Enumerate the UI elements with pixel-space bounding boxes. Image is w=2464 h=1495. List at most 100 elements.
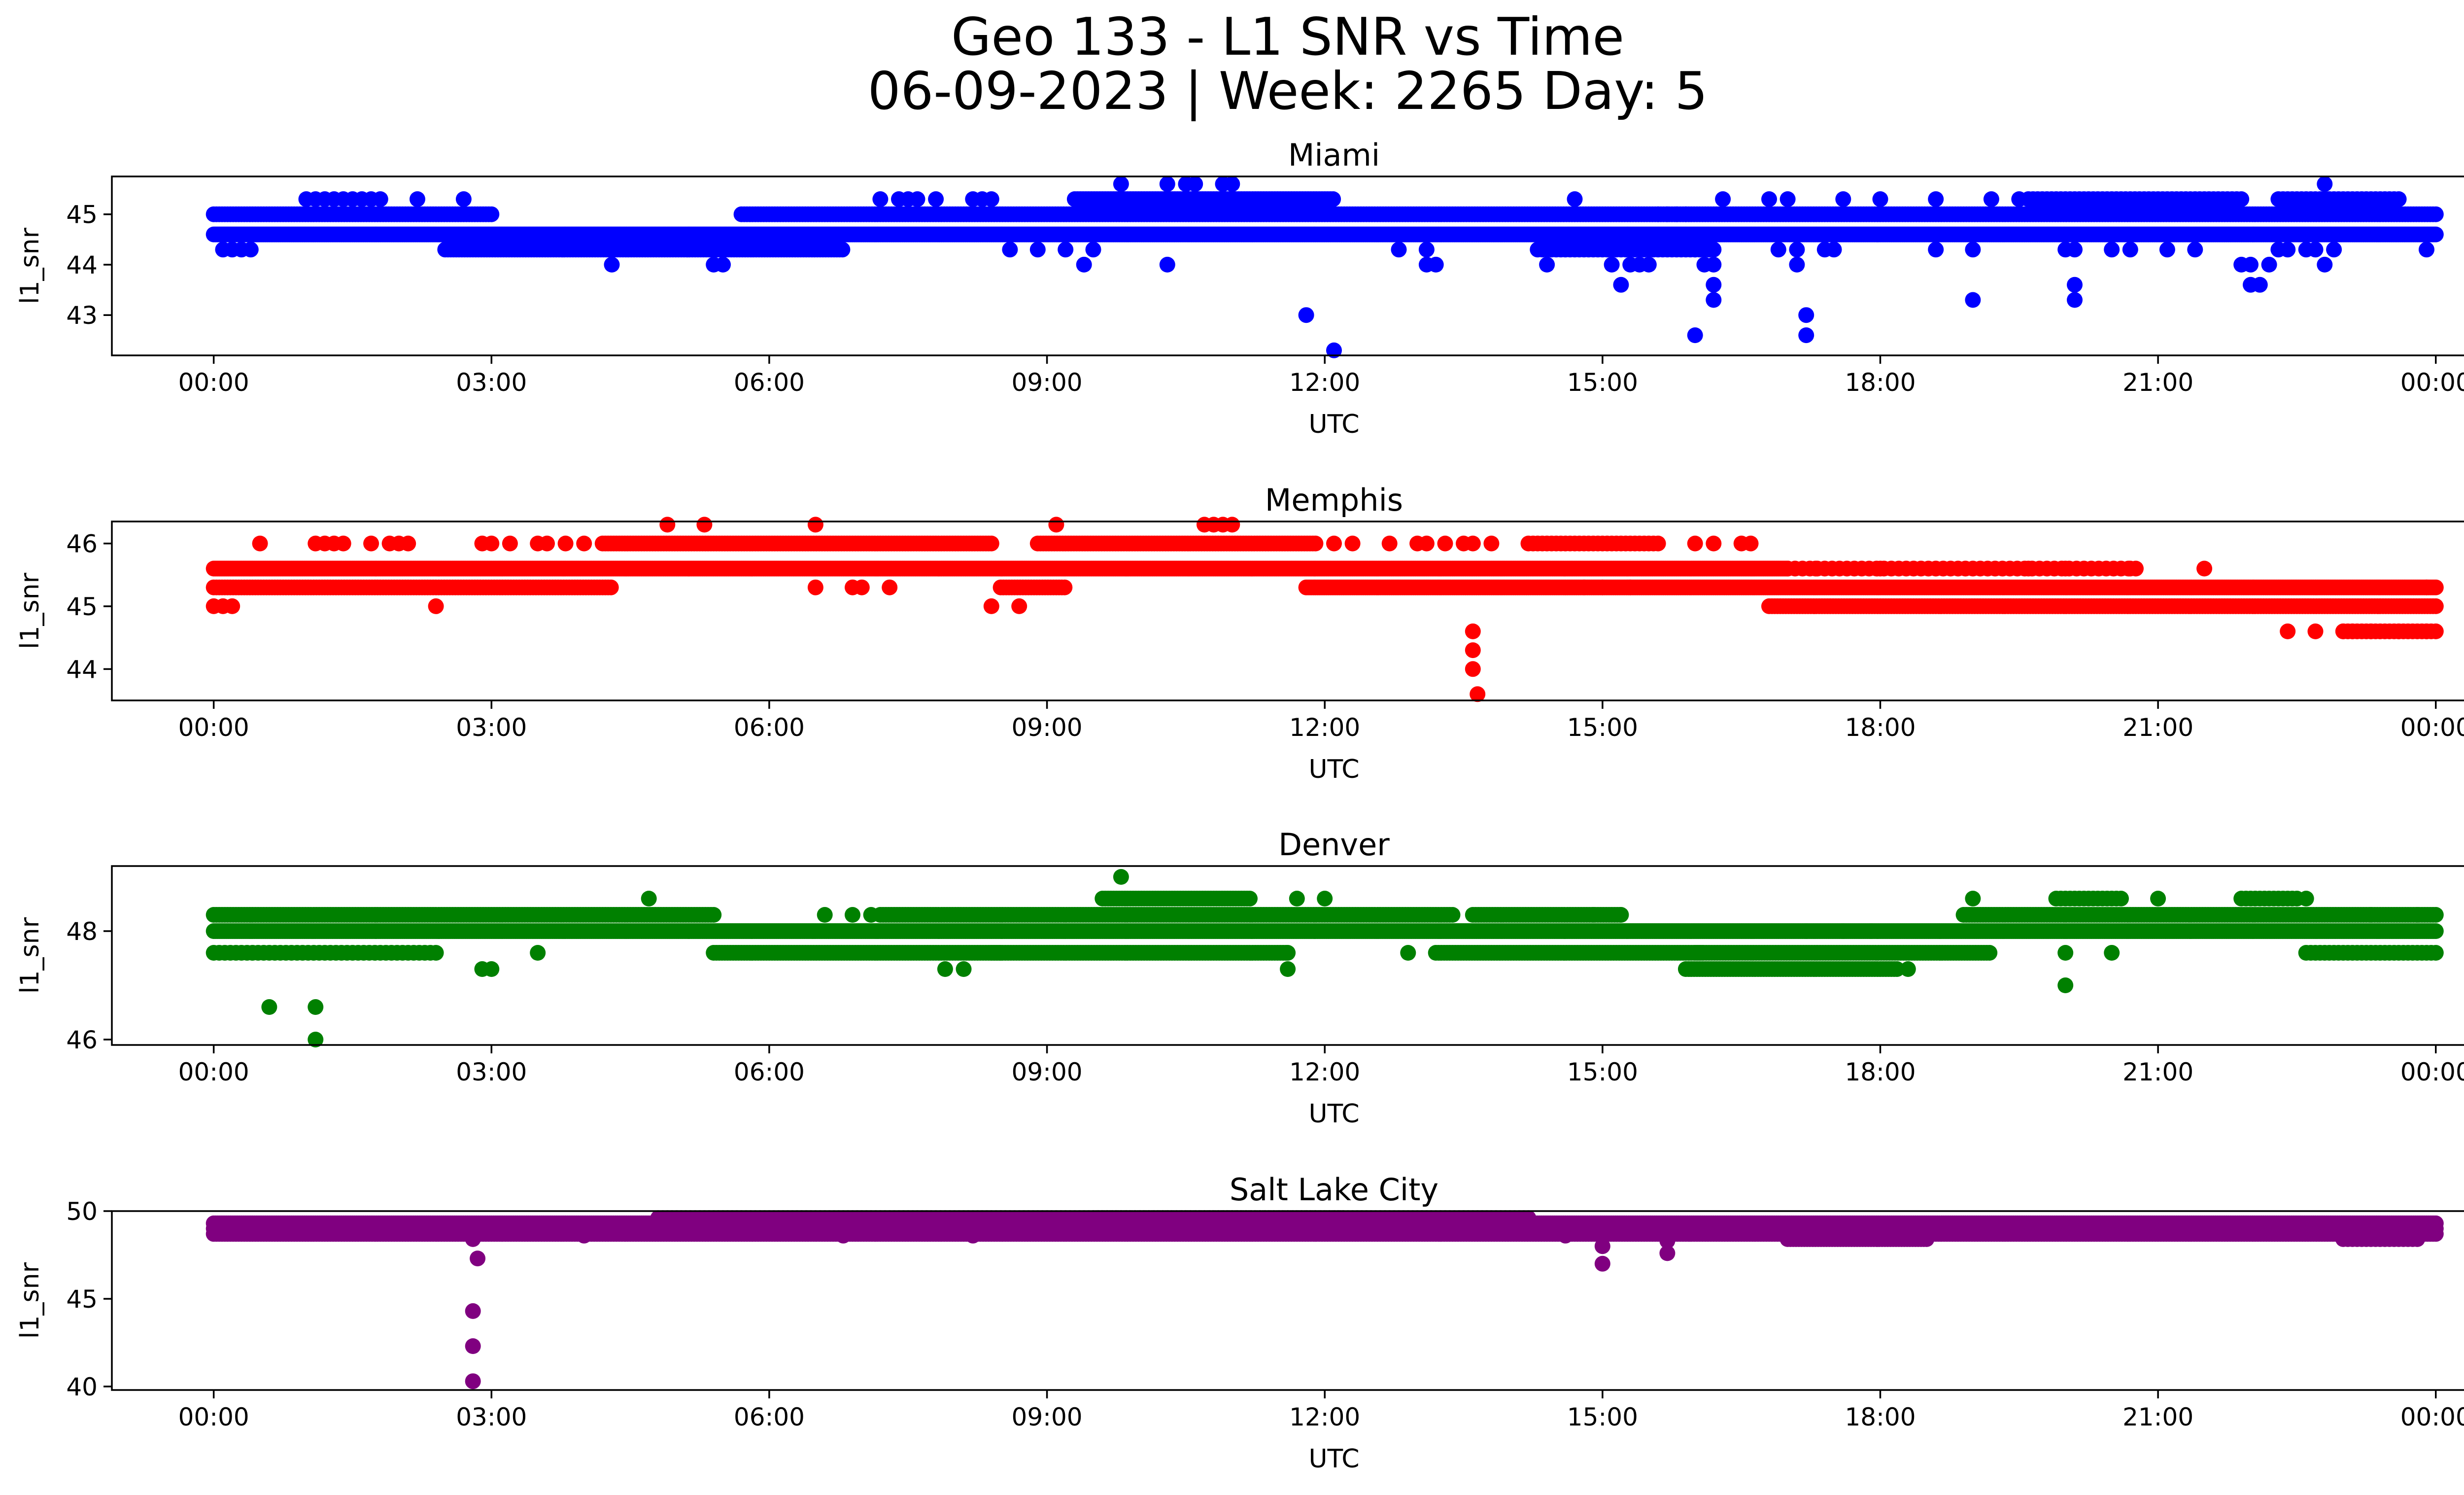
series-miami [205, 176, 2444, 358]
subplot-title-memphis: Memphis [1265, 482, 1403, 518]
data-point [1983, 191, 1999, 207]
data-point [1808, 560, 1823, 577]
x-tick-label: 12:00 [1289, 713, 1360, 742]
data-point [1687, 327, 1703, 344]
data-point [1465, 535, 1481, 552]
x-tick-label: 12:00 [1289, 368, 1360, 397]
data-point [400, 535, 416, 552]
data-point [659, 517, 676, 533]
data-point [2067, 242, 2083, 258]
data-point [1465, 661, 1481, 677]
data-point [2261, 256, 2277, 273]
x-tick-label: 00:00 [2400, 368, 2464, 397]
x-tick-label: 09:00 [1012, 713, 1083, 742]
data-point [2280, 623, 2296, 639]
data-point [2391, 191, 2407, 207]
data-point [2391, 623, 2407, 639]
data-point [2326, 242, 2342, 258]
data-point [807, 517, 823, 533]
data-point [1465, 642, 1481, 659]
data-point [604, 256, 620, 273]
x-tick-label: 18:00 [1845, 713, 1916, 742]
x-tick-label: 09:00 [1012, 368, 1083, 397]
data-point [2057, 560, 2074, 577]
x-tick-label: 00:00 [178, 713, 249, 742]
x-tick-label: 06:00 [734, 368, 805, 397]
data-point [1298, 307, 1314, 323]
data-point [1706, 535, 1722, 552]
data-point [363, 535, 379, 552]
data-point [1706, 242, 1722, 258]
data-point [410, 191, 425, 207]
data-point [1594, 579, 1610, 595]
subplot-title-miami: Miami [1288, 137, 1380, 173]
chart-subtitle: 06-09-2023 | Week: 2265 Day: 5 [867, 61, 1708, 121]
data-point [983, 598, 999, 614]
data-point [483, 535, 500, 552]
series-memphis [205, 517, 2444, 702]
y-axis-label: l1_snr [15, 572, 45, 649]
data-point [2233, 191, 2250, 207]
x-axis-label: UTC [1308, 410, 1359, 439]
data-point [2317, 176, 2333, 192]
data-point [1826, 242, 1842, 258]
chart-title: Geo 133 - L1 SNR vs Time [951, 7, 1625, 67]
data-point [2196, 560, 2213, 577]
data-point [1789, 242, 1805, 258]
data-point [882, 579, 898, 595]
data-point [1928, 242, 1944, 258]
data-point [252, 535, 268, 552]
data-point [1325, 191, 1341, 207]
data-point [2344, 623, 2361, 639]
data-point [2428, 226, 2444, 243]
data-point [2419, 242, 2434, 258]
data-point [807, 579, 823, 595]
data-point [372, 191, 388, 207]
series-denver [205, 869, 2444, 1047]
x-tick-label: 03:00 [456, 368, 527, 397]
data-point [1187, 176, 1203, 192]
data-point [1011, 598, 1027, 614]
y-axis-label: l1_snr [15, 227, 45, 304]
data-point [1687, 242, 1703, 258]
data-point [1798, 327, 1814, 344]
data-point [1706, 292, 1722, 308]
data-point [1539, 256, 1555, 273]
data-point [1780, 191, 1796, 207]
data-point [1613, 277, 1629, 293]
data-point [1641, 256, 1657, 273]
data-point [1224, 517, 1240, 533]
data-point [928, 191, 944, 207]
data-point [2317, 256, 2333, 273]
data-point [1465, 623, 1481, 639]
data-point [2307, 623, 2324, 639]
data-point [576, 535, 592, 552]
data-point [1965, 242, 1981, 258]
x-tick-label: 15:00 [1567, 368, 1638, 397]
x-tick-label: 21:00 [2122, 713, 2193, 742]
data-point [2067, 277, 2083, 293]
data-point [1326, 535, 1342, 552]
data-point [1928, 191, 1944, 207]
data-point [603, 579, 619, 595]
data-point [483, 206, 500, 222]
data-point [502, 535, 518, 552]
data-point [1437, 535, 1453, 552]
data-point [2067, 292, 2083, 308]
data-point [1677, 206, 1694, 222]
x-tick-label: 18:00 [1845, 368, 1916, 397]
data-point [983, 191, 999, 207]
data-point [2428, 206, 2444, 222]
data-point [1058, 242, 1074, 258]
data-point [1076, 256, 1092, 273]
data-point [2104, 242, 2120, 258]
data-point [1835, 191, 1851, 207]
data-point [2280, 242, 2296, 258]
data-point [557, 535, 574, 552]
data-point [2187, 242, 2203, 258]
data-point [854, 579, 870, 595]
data-point [1604, 256, 1620, 273]
